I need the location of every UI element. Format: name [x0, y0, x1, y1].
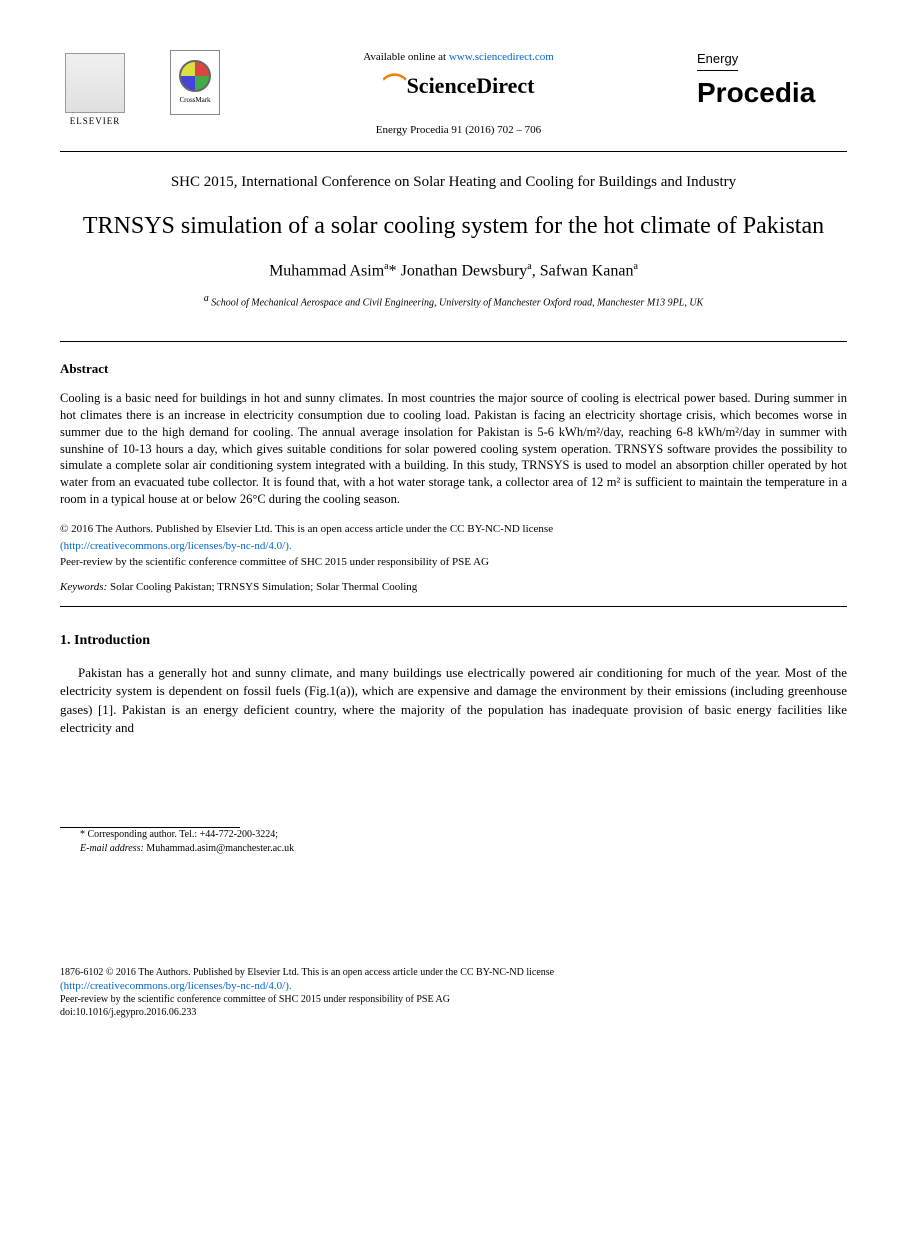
abstract-body: Cooling is a basic need for buildings in… — [60, 390, 847, 508]
author-1-star: * — [389, 262, 397, 279]
header-right: Energy Procedia — [697, 50, 847, 112]
corresponding-author: * Corresponding author. Tel.: +44-772-20… — [80, 828, 847, 842]
crossmark-icon — [179, 60, 211, 92]
footer-issn: 1876-6102 © 2016 The Authors. Published … — [60, 966, 847, 979]
intro-paragraph: Pakistan has a generally hot and sunny c… — [60, 664, 847, 737]
email-label: E-mail address: — [80, 843, 144, 854]
top-rule — [60, 151, 847, 152]
sd-swoosh-icon: ⌒ — [383, 75, 407, 101]
elsevier-text: ELSEVIER — [70, 115, 121, 128]
copyright-line: © 2016 The Authors. Published by Elsevie… — [60, 522, 847, 537]
journal-energy-label: Energy — [697, 50, 738, 71]
peer-review: Peer-review by the scientific conference… — [60, 555, 847, 570]
affiliation-text: School of Mechanical Aerospace and Civil… — [209, 298, 703, 309]
email-value: Muhammad.asim@manchester.ac.uk — [144, 843, 294, 854]
abstract-bottom-rule — [60, 606, 847, 607]
journal-procedia-label: Procedia — [697, 73, 847, 112]
corr-tel: +44-772-200-3224; — [200, 829, 278, 840]
author-3: , Safwan Kanan — [532, 262, 634, 279]
journal-reference: Energy Procedia 91 (2016) 702 – 706 — [220, 123, 697, 138]
author-3-sup: a — [633, 261, 637, 272]
corr-label: * Corresponding author. Tel.: — [80, 829, 200, 840]
authors: Muhammad Asima* Jonathan Dewsburya, Safw… — [60, 260, 847, 283]
sciencedirect-text: ScienceDirect — [407, 73, 535, 98]
keywords-line: Keywords: Solar Cooling Pakistan; TRNSYS… — [60, 580, 847, 595]
intro-heading: 1. Introduction — [60, 631, 847, 651]
crossmark-label: CrossMark — [179, 96, 210, 106]
author-2: Jonathan Dewsbury — [397, 262, 528, 279]
corresponding-email: E-mail address: Muhammad.asim@manchester… — [80, 842, 847, 856]
sciencedirect-logo: ⌒ScienceDirect — [220, 71, 697, 105]
abstract-top-rule — [60, 341, 847, 342]
affiliation: a School of Mechanical Aerospace and Civ… — [60, 292, 847, 310]
keywords-label: Keywords: — [60, 581, 107, 593]
available-prefix: Available online at — [363, 51, 449, 63]
abstract-heading: Abstract — [60, 360, 847, 378]
corresponding-author-block: * Corresponding author. Tel.: +44-772-20… — [60, 827, 847, 856]
keywords-text: Solar Cooling Pakistan; TRNSYS Simulatio… — [107, 581, 417, 593]
footer-license-link[interactable]: (http://creativecommons.org/licenses/by-… — [60, 979, 847, 993]
crossmark-badge[interactable]: CrossMark — [170, 50, 220, 115]
footer-info: 1876-6102 © 2016 The Authors. Published … — [60, 966, 847, 1019]
elsevier-tree-icon — [65, 53, 125, 113]
header-row: ELSEVIER CrossMark Available online at w… — [60, 50, 847, 139]
header-left: ELSEVIER CrossMark — [60, 50, 220, 130]
footer-doi: doi:10.1016/j.egypro.2016.06.233 — [60, 1006, 847, 1019]
conference-name: SHC 2015, International Conference on So… — [60, 172, 847, 193]
author-1: Muhammad Asim — [269, 262, 384, 279]
header-center: Available online at www.sciencedirect.co… — [220, 50, 697, 139]
sciencedirect-link[interactable]: www.sciencedirect.com — [449, 51, 554, 63]
footer-peer: Peer-review by the scientific conference… — [60, 993, 847, 1006]
paper-title: TRNSYS simulation of a solar cooling sys… — [60, 211, 847, 242]
available-online: Available online at www.sciencedirect.co… — [220, 50, 697, 65]
license-link[interactable]: (http://creativecommons.org/licenses/by-… — [60, 539, 847, 554]
elsevier-logo: ELSEVIER — [60, 50, 130, 130]
